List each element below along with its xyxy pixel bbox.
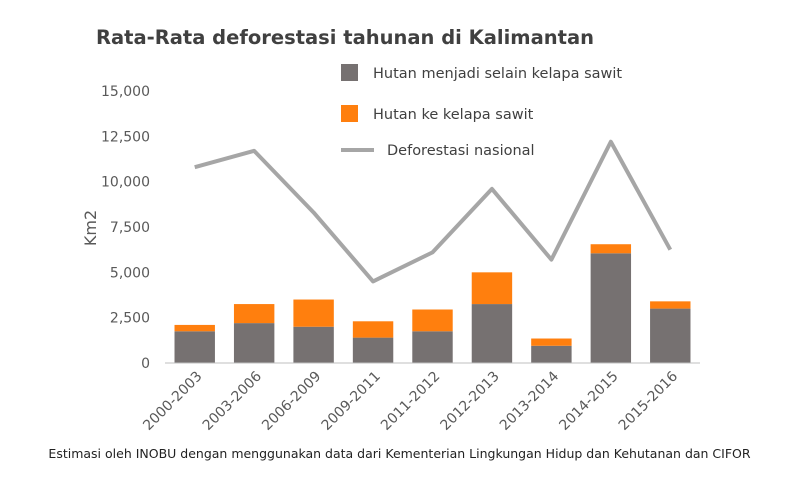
- bar-segment-hutan-selain-sawit: [174, 331, 215, 363]
- y-tick-label: 7,500: [110, 220, 150, 236]
- y-tick-label: 2,500: [110, 311, 150, 327]
- bar-segment-hutan-sawit: [590, 244, 632, 254]
- y-axis-title: Km2: [81, 210, 100, 246]
- y-axis-ticks: 0 2,500 5,000 7,500 10,000 12,500 15,000: [101, 84, 150, 372]
- legend-label-hutan-sawit: Hutan ke kelapa sawit: [373, 107, 534, 123]
- x-tick-label: 2011-2012: [378, 369, 443, 434]
- bar-segment-hutan-selain-sawit: [531, 345, 572, 363]
- y-tick-label: 12,500: [101, 129, 150, 145]
- y-tick-label: 5,000: [110, 265, 150, 281]
- source-caption: Estimasi oleh INOBU dengan menggunakan d…: [48, 446, 751, 461]
- x-tick-label: 2006-2009: [259, 369, 324, 434]
- line-deforestasi-nasional: [194, 139, 673, 284]
- x-tick-label: 2003-2006: [200, 368, 265, 433]
- bar-segment-hutan-sawit: [233, 304, 275, 324]
- bar-segment-hutan-selain-sawit: [650, 308, 691, 363]
- x-tick-label: 2012-2013: [437, 369, 502, 434]
- y-tick-label: 15,000: [101, 84, 150, 100]
- y-tick-label: 10,000: [101, 175, 150, 191]
- bar-segment-hutan-sawit: [531, 338, 572, 346]
- x-tick-label: 2014-2015: [556, 369, 621, 434]
- x-tick-label: 2013-2014: [497, 368, 562, 433]
- bar-series: [174, 244, 691, 363]
- bar-segment-hutan-selain-sawit: [293, 326, 334, 363]
- line-series: [194, 139, 673, 284]
- legend-swatch-hutan-selain-sawit: [341, 64, 358, 81]
- bar-segment-hutan-selain-sawit: [412, 331, 453, 363]
- bar-segment-hutan-sawit: [650, 301, 691, 309]
- bar-segment-hutan-sawit: [352, 321, 394, 338]
- bar-segment-hutan-selain-sawit: [233, 323, 275, 363]
- x-tick-label: 2009-2011: [319, 369, 384, 434]
- x-axis-ticks: 2000-20032003-20062006-20092009-20112011…: [140, 368, 681, 433]
- x-tick-label: 2015-2016: [616, 368, 681, 433]
- legend-label-deforestasi-nasional: Deforestasi nasional: [387, 143, 535, 159]
- legend-label-hutan-selain-sawit: Hutan menjadi selain kelapa sawit: [373, 66, 622, 82]
- bar-segment-hutan-selain-sawit: [590, 253, 632, 363]
- legend-swatch-hutan-sawit: [341, 105, 358, 122]
- bar-segment-hutan-sawit: [412, 309, 453, 332]
- x-tick-label: 2000-2003: [140, 369, 205, 434]
- y-tick-label: 0: [141, 356, 150, 372]
- chart-title: Rata-Rata deforestasi tahunan di Kaliman…: [96, 26, 594, 49]
- bar-segment-hutan-selain-sawit: [352, 337, 394, 363]
- bar-segment-hutan-sawit: [293, 299, 334, 327]
- bar-segment-hutan-sawit: [471, 272, 513, 305]
- bar-segment-hutan-sawit: [174, 324, 215, 332]
- bar-segment-hutan-selain-sawit: [471, 304, 513, 363]
- legend: Hutan menjadi selain kelapa sawit Hutan …: [341, 64, 622, 159]
